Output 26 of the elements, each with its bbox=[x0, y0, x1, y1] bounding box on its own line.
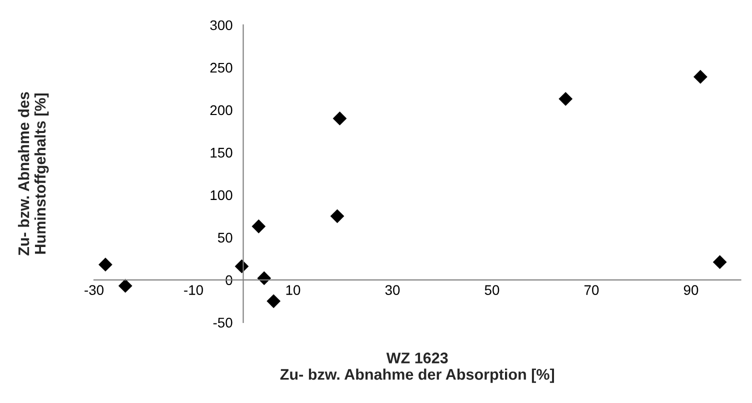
x-tick-label: -10 bbox=[184, 285, 203, 295]
x-tick-label: 10 bbox=[286, 285, 300, 295]
y-tick-label: 50 bbox=[218, 232, 232, 243]
point bbox=[693, 70, 708, 84]
y-tick-label: 200 bbox=[210, 105, 232, 116]
point bbox=[257, 271, 272, 286]
x-tick-label: 70 bbox=[584, 285, 599, 295]
point bbox=[118, 278, 132, 293]
y-tick-label: 250 bbox=[210, 62, 232, 73]
y-tick-label: 300 bbox=[210, 20, 232, 30]
point bbox=[252, 219, 266, 234]
point bbox=[712, 255, 727, 270]
y-tick-label: 100 bbox=[210, 190, 232, 200]
y-tick-label: -50 bbox=[213, 318, 232, 328]
x-tick-label: 90 bbox=[684, 285, 698, 295]
x-tick-label: 50 bbox=[484, 285, 500, 295]
point bbox=[332, 112, 347, 126]
x-tick-label: -30 bbox=[84, 285, 104, 295]
point bbox=[98, 258, 112, 272]
y-tick-label: 150 bbox=[210, 148, 232, 158]
y-axis-title: Zu- bzw. Abnahme des Huminstoffgehalts [%] bbox=[18, 92, 49, 256]
point bbox=[266, 294, 281, 308]
point bbox=[330, 209, 344, 224]
x-tick-label: 30 bbox=[385, 285, 400, 295]
point bbox=[558, 92, 573, 106]
x-axis-title: WZ 1623 Zu- bzw. Abnahme der Absorption [%] bbox=[280, 352, 554, 383]
